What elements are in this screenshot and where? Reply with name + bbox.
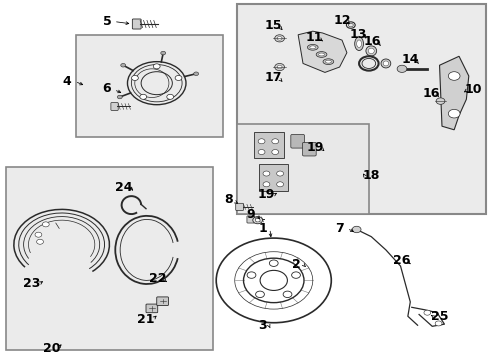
Bar	[237, 125, 368, 214]
Polygon shape	[298, 31, 346, 72]
Circle shape	[161, 51, 165, 55]
Circle shape	[258, 139, 264, 144]
Circle shape	[252, 217, 262, 224]
Circle shape	[166, 94, 173, 99]
Circle shape	[351, 226, 360, 233]
Text: 11: 11	[305, 31, 323, 44]
Bar	[237, 4, 485, 214]
Circle shape	[396, 65, 406, 72]
Circle shape	[271, 139, 278, 144]
Circle shape	[193, 72, 198, 76]
Circle shape	[434, 321, 441, 326]
Bar	[5, 167, 212, 350]
Circle shape	[42, 222, 49, 227]
Ellipse shape	[316, 51, 326, 57]
Ellipse shape	[356, 40, 361, 48]
Text: 15: 15	[264, 19, 282, 32]
FancyBboxPatch shape	[302, 142, 316, 156]
Text: 24: 24	[115, 181, 132, 194]
Ellipse shape	[383, 61, 388, 66]
Ellipse shape	[309, 46, 315, 49]
Circle shape	[277, 37, 282, 40]
Circle shape	[153, 64, 160, 69]
Text: 7: 7	[334, 222, 343, 235]
Ellipse shape	[318, 53, 324, 56]
Text: 19: 19	[257, 188, 275, 201]
Text: 16: 16	[421, 87, 439, 100]
Circle shape	[271, 149, 278, 154]
FancyBboxPatch shape	[290, 134, 304, 148]
Text: 4: 4	[62, 75, 71, 88]
Circle shape	[447, 72, 459, 80]
Ellipse shape	[367, 48, 373, 54]
Text: 13: 13	[349, 28, 366, 41]
Text: 22: 22	[149, 272, 166, 285]
Ellipse shape	[365, 46, 376, 56]
Bar	[76, 35, 222, 137]
Circle shape	[283, 291, 291, 298]
Circle shape	[423, 310, 430, 315]
Circle shape	[276, 171, 283, 176]
Text: 23: 23	[22, 278, 40, 291]
Text: 17: 17	[264, 71, 282, 84]
Text: 6: 6	[102, 82, 111, 95]
Circle shape	[140, 94, 146, 99]
Circle shape	[274, 35, 284, 42]
Text: 16: 16	[363, 35, 380, 49]
Text: 12: 12	[333, 14, 350, 27]
Text: 5: 5	[102, 15, 111, 28]
Circle shape	[291, 272, 300, 278]
Circle shape	[269, 260, 278, 266]
Circle shape	[37, 239, 43, 244]
FancyBboxPatch shape	[157, 297, 168, 306]
Circle shape	[175, 76, 182, 81]
Ellipse shape	[354, 37, 363, 50]
Text: 25: 25	[430, 310, 447, 324]
Text: 14: 14	[401, 53, 418, 66]
Bar	[259, 164, 288, 191]
Ellipse shape	[325, 60, 330, 63]
Text: 21: 21	[137, 312, 154, 326]
Text: 20: 20	[43, 342, 61, 355]
Text: 2: 2	[292, 258, 301, 271]
FancyBboxPatch shape	[235, 203, 243, 211]
Text: 26: 26	[392, 254, 409, 267]
Circle shape	[263, 171, 269, 176]
Circle shape	[121, 63, 125, 67]
Circle shape	[255, 219, 260, 222]
Text: 10: 10	[464, 83, 482, 96]
FancyBboxPatch shape	[132, 19, 141, 29]
Circle shape	[117, 95, 122, 99]
Text: 3: 3	[257, 319, 266, 332]
Text: 9: 9	[245, 208, 254, 221]
Ellipse shape	[380, 59, 390, 68]
Circle shape	[435, 98, 444, 104]
Circle shape	[276, 182, 283, 187]
Ellipse shape	[323, 59, 333, 64]
Polygon shape	[439, 56, 468, 130]
Circle shape	[255, 291, 264, 298]
Circle shape	[246, 272, 255, 278]
Circle shape	[274, 63, 284, 71]
FancyBboxPatch shape	[146, 304, 158, 313]
Text: 8: 8	[224, 193, 233, 206]
Circle shape	[277, 65, 282, 69]
Text: 18: 18	[362, 169, 379, 182]
Circle shape	[35, 232, 42, 237]
Text: 19: 19	[306, 140, 323, 153]
FancyBboxPatch shape	[246, 216, 254, 223]
Circle shape	[131, 76, 138, 81]
Bar	[254, 132, 283, 158]
Circle shape	[447, 109, 459, 118]
Text: 1: 1	[258, 222, 267, 235]
FancyBboxPatch shape	[111, 103, 118, 111]
Ellipse shape	[307, 44, 318, 50]
Circle shape	[258, 149, 264, 154]
Circle shape	[263, 182, 269, 187]
